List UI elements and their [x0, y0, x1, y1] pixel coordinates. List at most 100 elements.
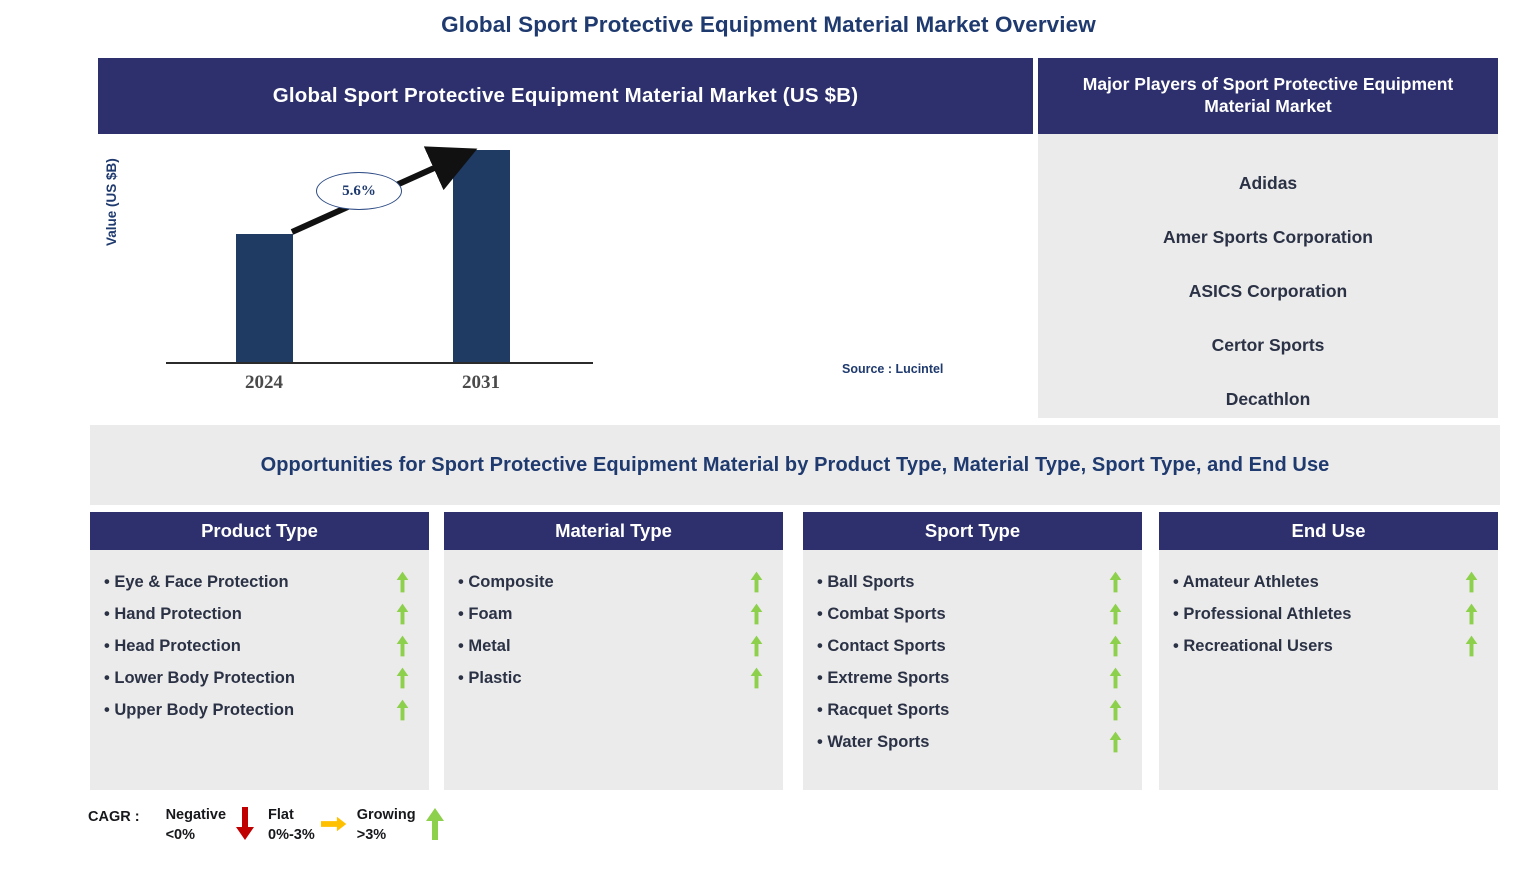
- list-item-label: • Plastic: [458, 668, 522, 687]
- up-arrow-icon: [1465, 570, 1478, 594]
- major-players-panel: Major Players of Sport Protective Equipm…: [1038, 58, 1498, 418]
- up-arrow-icon: [1465, 634, 1478, 658]
- up-arrow-icon: [1109, 698, 1122, 722]
- cagr-legend: CAGR : Negative <0% Flat 0%-3% Growing >…: [88, 806, 458, 845]
- up-arrow-icon: [1109, 634, 1122, 658]
- bar-2024: [236, 234, 293, 362]
- legend-label: Flat: [268, 807, 294, 823]
- list-item: • Foam: [458, 598, 769, 630]
- up-arrow-icon: [750, 666, 763, 690]
- up-arrow-icon: [396, 634, 409, 658]
- up-arrow-icon: [1109, 730, 1122, 754]
- list-item: Certor Sports: [1211, 335, 1325, 355]
- up-arrow-icon: [1109, 602, 1122, 626]
- list-item-label: • Composite: [458, 572, 554, 591]
- list-item: Amer Sports Corporation: [1162, 227, 1374, 247]
- column-header: End Use: [1159, 512, 1498, 550]
- column-body: • Eye & Face Protection • Hand Protection…: [90, 550, 429, 790]
- column-header: Material Type: [444, 512, 783, 550]
- up-arrow-icon: [396, 570, 409, 594]
- x-tick-2031: 2031: [462, 372, 500, 393]
- down-arrow-icon: [232, 806, 258, 842]
- category-column-material-type: Material Type • Composite • Foam • Metal • …: [444, 512, 783, 790]
- list-item-label: • Ball Sports: [817, 572, 915, 591]
- column-header: Sport Type: [803, 512, 1142, 550]
- column-body: • Composite • Foam • Metal • Plastic: [444, 550, 783, 790]
- list-item-label: • Racquet Sports: [817, 700, 950, 719]
- page-title: Global Sport Protective Equipment Materi…: [441, 12, 1096, 37]
- list-item: • Contact Sports: [817, 630, 1128, 662]
- right-arrow-icon: [320, 806, 347, 842]
- up-arrow-icon: [1109, 570, 1122, 594]
- list-item: • Eye & Face Protection: [104, 566, 415, 598]
- list-item-label: • Recreational Users: [1173, 636, 1333, 655]
- bar-2031: [453, 150, 510, 362]
- list-item: • Water Sports: [817, 726, 1128, 758]
- opportunities-band: Opportunities for Sport Protective Equip…: [90, 425, 1500, 505]
- up-arrow-icon: [750, 570, 763, 594]
- list-item: Adidas: [1238, 173, 1298, 193]
- list-item: • Metal: [458, 630, 769, 662]
- legend-range: <0%: [165, 826, 195, 843]
- major-players-list: Adidas Amer Sports Corporation ASICS Cor…: [1038, 134, 1498, 418]
- market-chart-body: Value (US $B) 5.6% 2024 2031 So: [98, 134, 1033, 418]
- market-chart-panel: Global Sport Protective Equipment Materi…: [98, 58, 1033, 418]
- list-item-label: • Metal: [458, 636, 511, 655]
- list-item: • Plastic: [458, 662, 769, 694]
- legend-range: >3%: [356, 826, 387, 843]
- up-arrow-icon: [422, 806, 448, 842]
- market-chart-header: Global Sport Protective Equipment Materi…: [98, 58, 1033, 134]
- list-item-label: • Combat Sports: [817, 604, 946, 623]
- up-arrow-icon: [1109, 666, 1122, 690]
- list-item: • Amateur Athletes: [1173, 566, 1484, 598]
- list-item-label: • Lower Body Protection: [104, 668, 295, 687]
- list-item: • Recreational Users: [1173, 630, 1484, 662]
- list-item: • Racquet Sports: [817, 694, 1128, 726]
- list-item-label: • Contact Sports: [817, 636, 946, 655]
- x-tick-2024: 2024: [245, 372, 283, 393]
- cagr-callout: 5.6%: [316, 172, 402, 210]
- list-item: • Head Protection: [104, 630, 415, 662]
- legend-entry-flat: Flat 0%-3%: [268, 806, 347, 845]
- list-item-label: • Head Protection: [104, 636, 241, 655]
- list-item: ASICS Corporation: [1188, 281, 1348, 301]
- list-item: • Extreme Sports: [817, 662, 1128, 694]
- list-item: • Combat Sports: [817, 598, 1128, 630]
- list-item: • Lower Body Protection: [104, 662, 415, 694]
- list-item-label: • Eye & Face Protection: [104, 572, 289, 591]
- list-item-label: • Hand Protection: [104, 604, 242, 623]
- up-arrow-icon: [396, 698, 409, 722]
- column-body: • Ball Sports • Combat Sports • Contact Sp…: [803, 550, 1142, 790]
- list-item-label: • Professional Athletes: [1173, 604, 1352, 623]
- column-header: Product Type: [90, 512, 429, 550]
- legend-label: Growing: [356, 807, 416, 823]
- opportunities-title: Opportunities for Sport Protective Equip…: [260, 453, 1330, 476]
- category-column-sport-type: Sport Type • Ball Sports • Combat Sports •…: [803, 512, 1142, 790]
- cagr-legend-title: CAGR :: [88, 809, 140, 825]
- list-item: • Upper Body Protection: [104, 694, 415, 726]
- list-item: • Hand Protection: [104, 598, 415, 630]
- legend-entry-negative: Negative <0%: [166, 806, 258, 845]
- legend-range: 0%-3%: [268, 826, 315, 843]
- up-arrow-icon: [750, 602, 763, 626]
- column-body: • Amateur Athletes • Professional Athlete…: [1159, 550, 1498, 790]
- up-arrow-icon: [1465, 602, 1478, 626]
- y-axis-label: Value (US $B): [104, 158, 119, 246]
- x-axis-line: [166, 362, 593, 364]
- category-column-product-type: Product Type • Eye & Face Protection • Ha…: [90, 512, 429, 790]
- list-item-label: • Extreme Sports: [817, 668, 950, 687]
- list-item: • Composite: [458, 566, 769, 598]
- list-item-label: • Upper Body Protection: [104, 700, 295, 719]
- source-note: Source : Lucintel: [842, 362, 944, 376]
- major-players-header: Major Players of Sport Protective Equipm…: [1038, 58, 1498, 134]
- list-item: • Professional Athletes: [1173, 598, 1484, 630]
- legend-label: Negative: [165, 807, 227, 823]
- list-item: • Ball Sports: [817, 566, 1128, 598]
- list-item: Decathlon: [1225, 389, 1311, 409]
- chart-plot-area: 5.6% 2024 2031: [128, 134, 1018, 418]
- category-column-end-use: End Use • Amateur Athletes • Professional…: [1159, 512, 1498, 790]
- list-item-label: • Foam: [458, 604, 513, 623]
- up-arrow-icon: [750, 634, 763, 658]
- up-arrow-icon: [396, 602, 409, 626]
